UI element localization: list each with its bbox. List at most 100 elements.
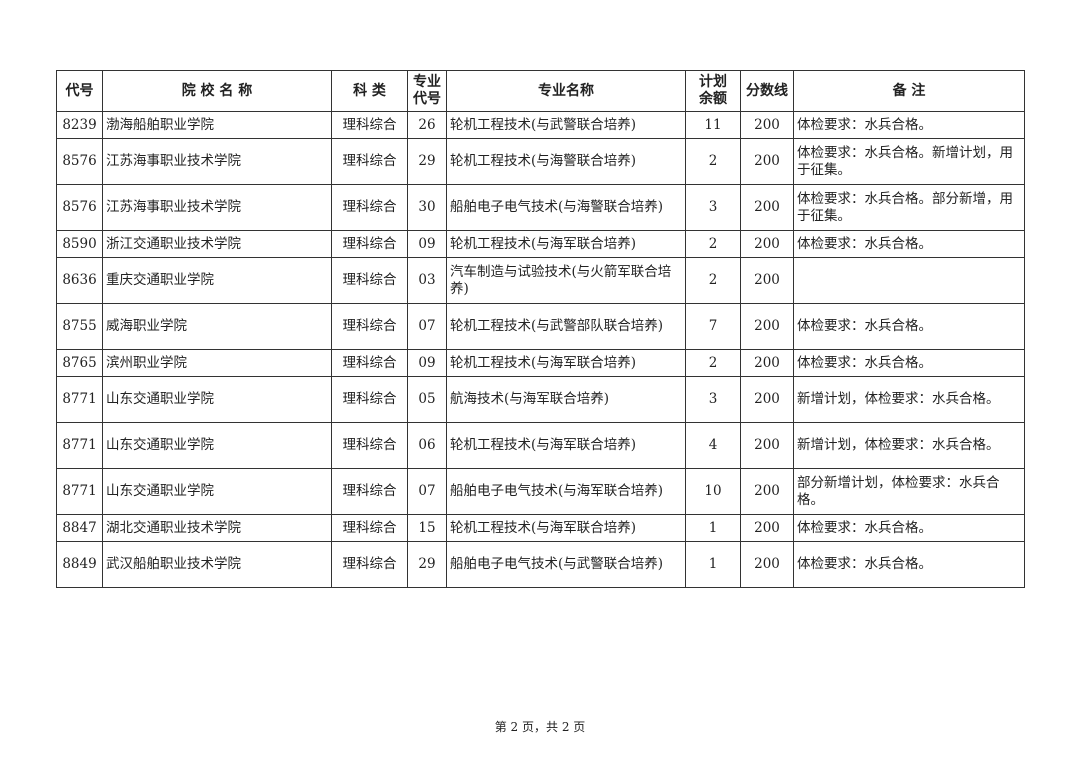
table-row: 8590 浙江交通职业技术学院 理科综合 09 轮机工程技术(与海军联合培养) 2 200 体…	[56, 230, 1025, 258]
cell-major: 船舶电子电气技术(与海军联合培养)	[446, 468, 686, 515]
header-category: 科 类	[331, 70, 408, 112]
cell-major: 轮机工程技术(与武警联合培养)	[446, 111, 686, 139]
cell-note: 新增计划，体检要求：水兵合格。	[793, 422, 1025, 469]
table-row: 8771 山东交通职业学院 理科综合 05 航海技术(与海军联合培养) 3 200 新增计划，…	[56, 376, 1025, 423]
cell-major-code: 07	[407, 468, 447, 515]
cell-category: 理科综合	[331, 468, 408, 515]
cell-major: 轮机工程技术(与海军联合培养)	[446, 422, 686, 469]
header-school: 院 校 名 称	[102, 70, 332, 112]
cell-major-code: 09	[407, 230, 447, 258]
cell-code: 8576	[56, 138, 103, 185]
table-row: 8755 威海职业学院 理科综合 07 轮机工程技术(与武警部队联合培养) 7 200 体检要…	[56, 303, 1025, 350]
table-row: 8771 山东交通职业学院 理科综合 07 船舶电子电气技术(与海军联合培养) 10 200…	[56, 468, 1025, 515]
cell-major-code: 03	[407, 257, 447, 304]
cell-category: 理科综合	[331, 138, 408, 185]
table-row: 8239 渤海船舶职业学院 理科综合 26 轮机工程技术(与武警联合培养) 11 200 体检…	[56, 111, 1025, 139]
cell-remaining: 2	[685, 349, 741, 377]
cell-major: 船舶电子电气技术(与武警联合培养)	[446, 541, 686, 588]
cell-note	[793, 257, 1025, 304]
cell-remaining: 2	[685, 138, 741, 185]
cell-major-code: 06	[407, 422, 447, 469]
cell-category: 理科综合	[331, 257, 408, 304]
header-row: 代号 院 校 名 称 科 类 专业代号 专业名称 计划余额 分数线 备 注	[56, 70, 1025, 112]
cell-major-code: 15	[407, 514, 447, 542]
cell-remaining: 10	[685, 468, 741, 515]
cell-score: 200	[740, 376, 794, 423]
cell-category: 理科综合	[331, 514, 408, 542]
cell-note: 体检要求：水兵合格。新增计划，用于征集。	[793, 138, 1025, 185]
header-note: 备 注	[793, 70, 1025, 112]
cell-category: 理科综合	[331, 376, 408, 423]
cell-category: 理科综合	[331, 349, 408, 377]
cell-score: 200	[740, 257, 794, 304]
cell-major-code: 05	[407, 376, 447, 423]
cell-score: 200	[740, 303, 794, 350]
cell-remaining: 1	[685, 541, 741, 588]
cell-major-code: 30	[407, 184, 447, 231]
cell-major: 轮机工程技术(与海军联合培养)	[446, 514, 686, 542]
table-row: 8576 江苏海事职业技术学院 理科综合 29 轮机工程技术(与海警联合培养) 2 200 体…	[56, 138, 1025, 185]
cell-major: 船舶电子电气技术(与海警联合培养)	[446, 184, 686, 231]
cell-code: 8636	[56, 257, 103, 304]
cell-school: 重庆交通职业学院	[102, 257, 332, 304]
header-remaining: 计划余额	[685, 70, 741, 112]
table-row: 8765 滨州职业学院 理科综合 09 轮机工程技术(与海军联合培养) 2 200 体检要求：…	[56, 349, 1025, 377]
cell-major: 轮机工程技术(与武警部队联合培养)	[446, 303, 686, 350]
cell-code: 8755	[56, 303, 103, 350]
cell-note: 新增计划，体检要求：水兵合格。	[793, 376, 1025, 423]
table-row: 8576 江苏海事职业技术学院 理科综合 30 船舶电子电气技术(与海警联合培养) 3 20…	[56, 184, 1025, 231]
cell-major: 轮机工程技术(与海军联合培养)	[446, 230, 686, 258]
cell-category: 理科综合	[331, 303, 408, 350]
cell-note: 体检要求：水兵合格。	[793, 541, 1025, 588]
cell-remaining: 2	[685, 257, 741, 304]
cell-code: 8576	[56, 184, 103, 231]
cell-score: 200	[740, 514, 794, 542]
cell-school: 滨州职业学院	[102, 349, 332, 377]
cell-remaining: 11	[685, 111, 741, 139]
cell-code: 8849	[56, 541, 103, 588]
cell-major-code: 29	[407, 138, 447, 185]
cell-remaining: 7	[685, 303, 741, 350]
cell-code: 8239	[56, 111, 103, 139]
cell-remaining: 3	[685, 376, 741, 423]
cell-score: 200	[740, 541, 794, 588]
cell-school: 武汉船舶职业技术学院	[102, 541, 332, 588]
cell-note: 体检要求：水兵合格。部分新增，用于征集。	[793, 184, 1025, 231]
cell-major: 轮机工程技术(与海警联合培养)	[446, 138, 686, 185]
cell-code: 8847	[56, 514, 103, 542]
cell-category: 理科综合	[331, 422, 408, 469]
header-major: 专业名称	[446, 70, 686, 112]
table-row: 8636 重庆交通职业学院 理科综合 03 汽车制造与试验技术(与火箭军联合培养) 2 20…	[56, 257, 1025, 304]
cell-score: 200	[740, 184, 794, 231]
cell-note: 部分新增计划，体检要求：水兵合格。	[793, 468, 1025, 515]
cell-score: 200	[740, 422, 794, 469]
cell-score: 200	[740, 349, 794, 377]
cell-code: 8771	[56, 376, 103, 423]
cell-score: 200	[740, 111, 794, 139]
cell-score: 200	[740, 468, 794, 515]
cell-school: 威海职业学院	[102, 303, 332, 350]
header-major-code: 专业代号	[407, 70, 447, 112]
cell-category: 理科综合	[331, 541, 408, 588]
cell-category: 理科综合	[331, 230, 408, 258]
cell-school: 江苏海事职业技术学院	[102, 184, 332, 231]
cell-code: 8765	[56, 349, 103, 377]
cell-code: 8590	[56, 230, 103, 258]
cell-major-code: 26	[407, 111, 447, 139]
cell-code: 8771	[56, 468, 103, 515]
cell-school: 山东交通职业学院	[102, 468, 332, 515]
header-code: 代号	[56, 70, 103, 112]
page-footer: 第 2 页，共 2 页	[494, 720, 586, 734]
cell-school: 江苏海事职业技术学院	[102, 138, 332, 185]
cell-school: 山东交通职业学院	[102, 422, 332, 469]
cell-category: 理科综合	[331, 111, 408, 139]
table-row: 8771 山东交通职业学院 理科综合 06 轮机工程技术(与海军联合培养) 4 200 新增计…	[56, 422, 1025, 469]
cell-remaining: 3	[685, 184, 741, 231]
cell-category: 理科综合	[331, 184, 408, 231]
cell-score: 200	[740, 230, 794, 258]
cell-major-code: 09	[407, 349, 447, 377]
cell-school: 浙江交通职业技术学院	[102, 230, 332, 258]
table-row: 8849 武汉船舶职业技术学院 理科综合 29 船舶电子电气技术(与武警联合培养) 1 20…	[56, 541, 1025, 588]
table-row: 8847 湖北交通职业技术学院 理科综合 15 轮机工程技术(与海军联合培养) 1 200 体…	[56, 514, 1025, 542]
cell-note: 体检要求：水兵合格。	[793, 111, 1025, 139]
